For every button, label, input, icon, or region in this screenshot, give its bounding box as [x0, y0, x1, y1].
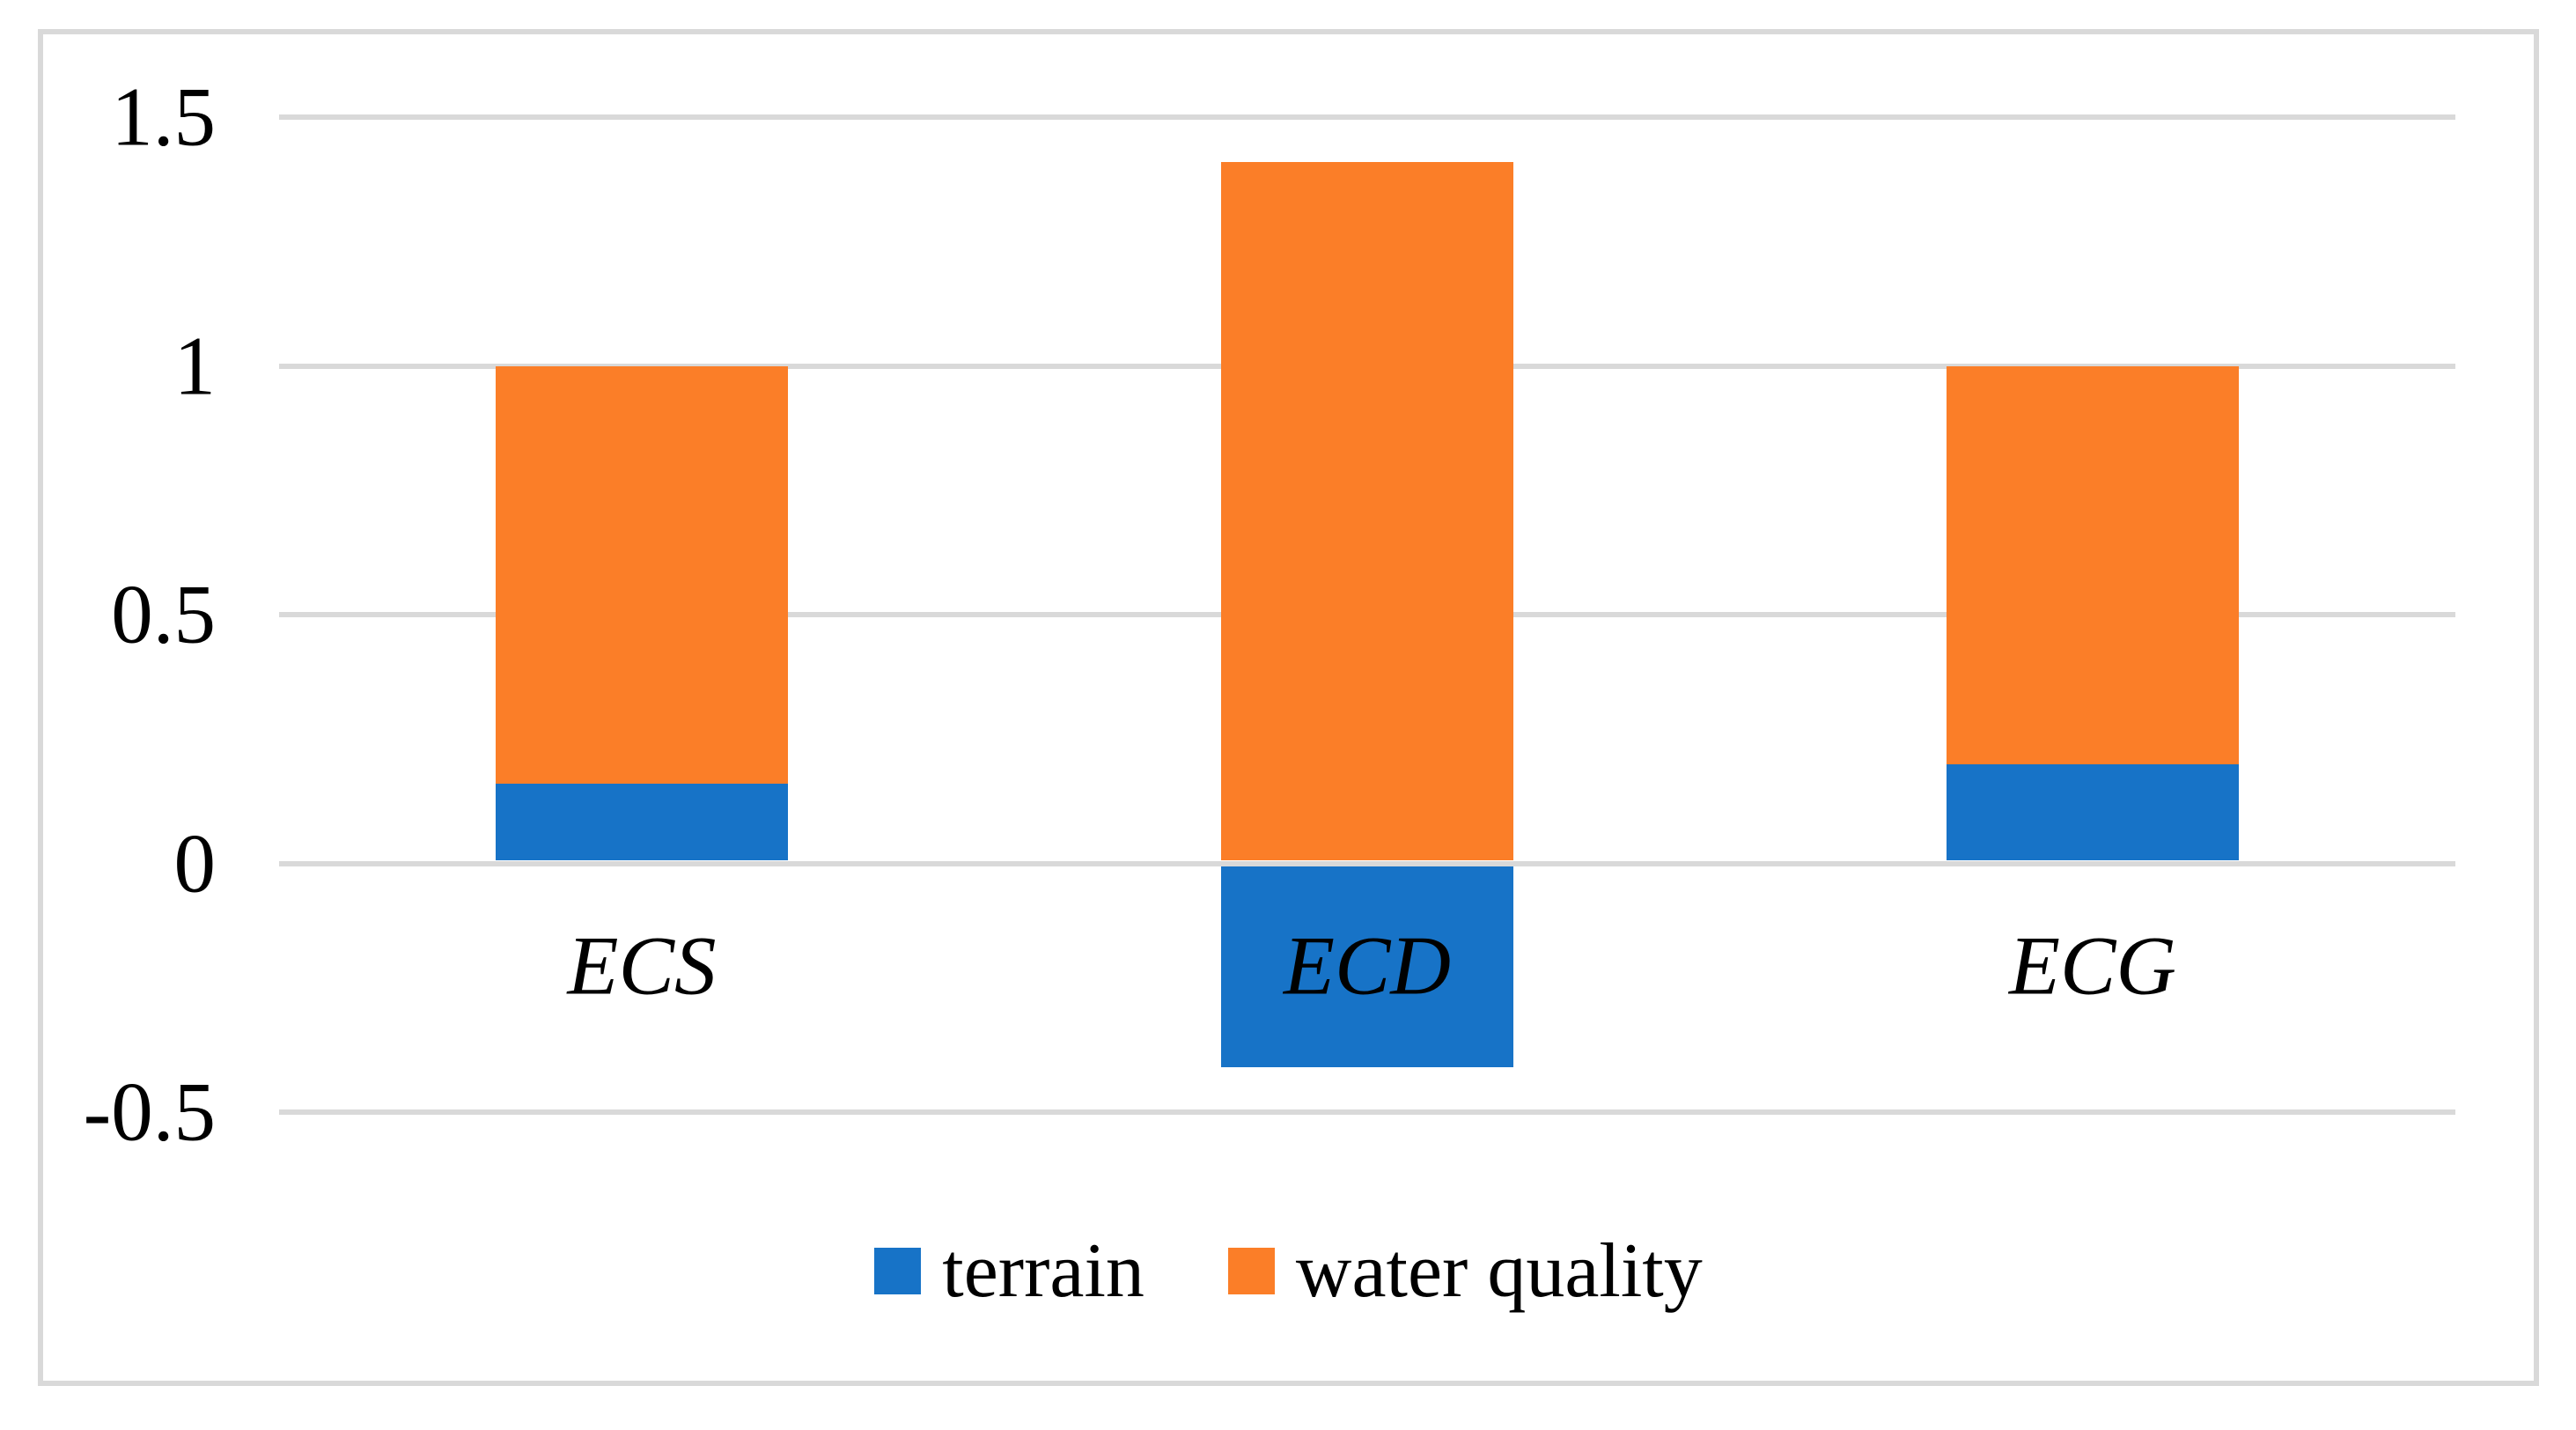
gridline-1-5: [279, 114, 2455, 120]
x-category-label-ecs: ECS: [567, 918, 717, 1013]
bar-segment-terrain-ecg: [1947, 763, 2239, 860]
legend-swatch-water-quality: [1227, 1247, 1275, 1294]
x-category-label-ecg: ECG: [2009, 918, 2176, 1013]
bar-segment-water-quality-ecg: [1947, 365, 2239, 764]
chart-border: [38, 29, 2539, 1386]
gridline--0-5: [279, 1109, 2455, 1115]
y-tick-label-1: 1: [173, 319, 217, 412]
bar-segment-terrain-ecd: [1221, 866, 1513, 1068]
bar-segment-water-quality-ecd: [1221, 161, 1513, 860]
legend-entry-water-quality: water quality: [1227, 1227, 1703, 1314]
bar-segment-terrain-ecs: [496, 784, 788, 860]
x-category-label-ecd: ECD: [1284, 918, 1451, 1013]
legend-swatch-terrain: [874, 1247, 922, 1294]
y-tick-label-0-5: 0.5: [111, 567, 216, 661]
gridline-0: [279, 860, 2455, 866]
y-tick-label-1-5: 1.5: [111, 70, 216, 164]
legend-label-terrain: terrain: [942, 1227, 1144, 1314]
legend: terrain water quality: [38, 1227, 2539, 1314]
legend-label-water-quality: water quality: [1295, 1227, 1703, 1314]
y-tick-label-0: 0: [173, 816, 217, 910]
y-tick-label--0-5: -0.5: [83, 1065, 216, 1159]
legend-entry-terrain: terrain: [874, 1229, 1144, 1313]
bar-segment-water-quality-ecs: [496, 365, 788, 785]
